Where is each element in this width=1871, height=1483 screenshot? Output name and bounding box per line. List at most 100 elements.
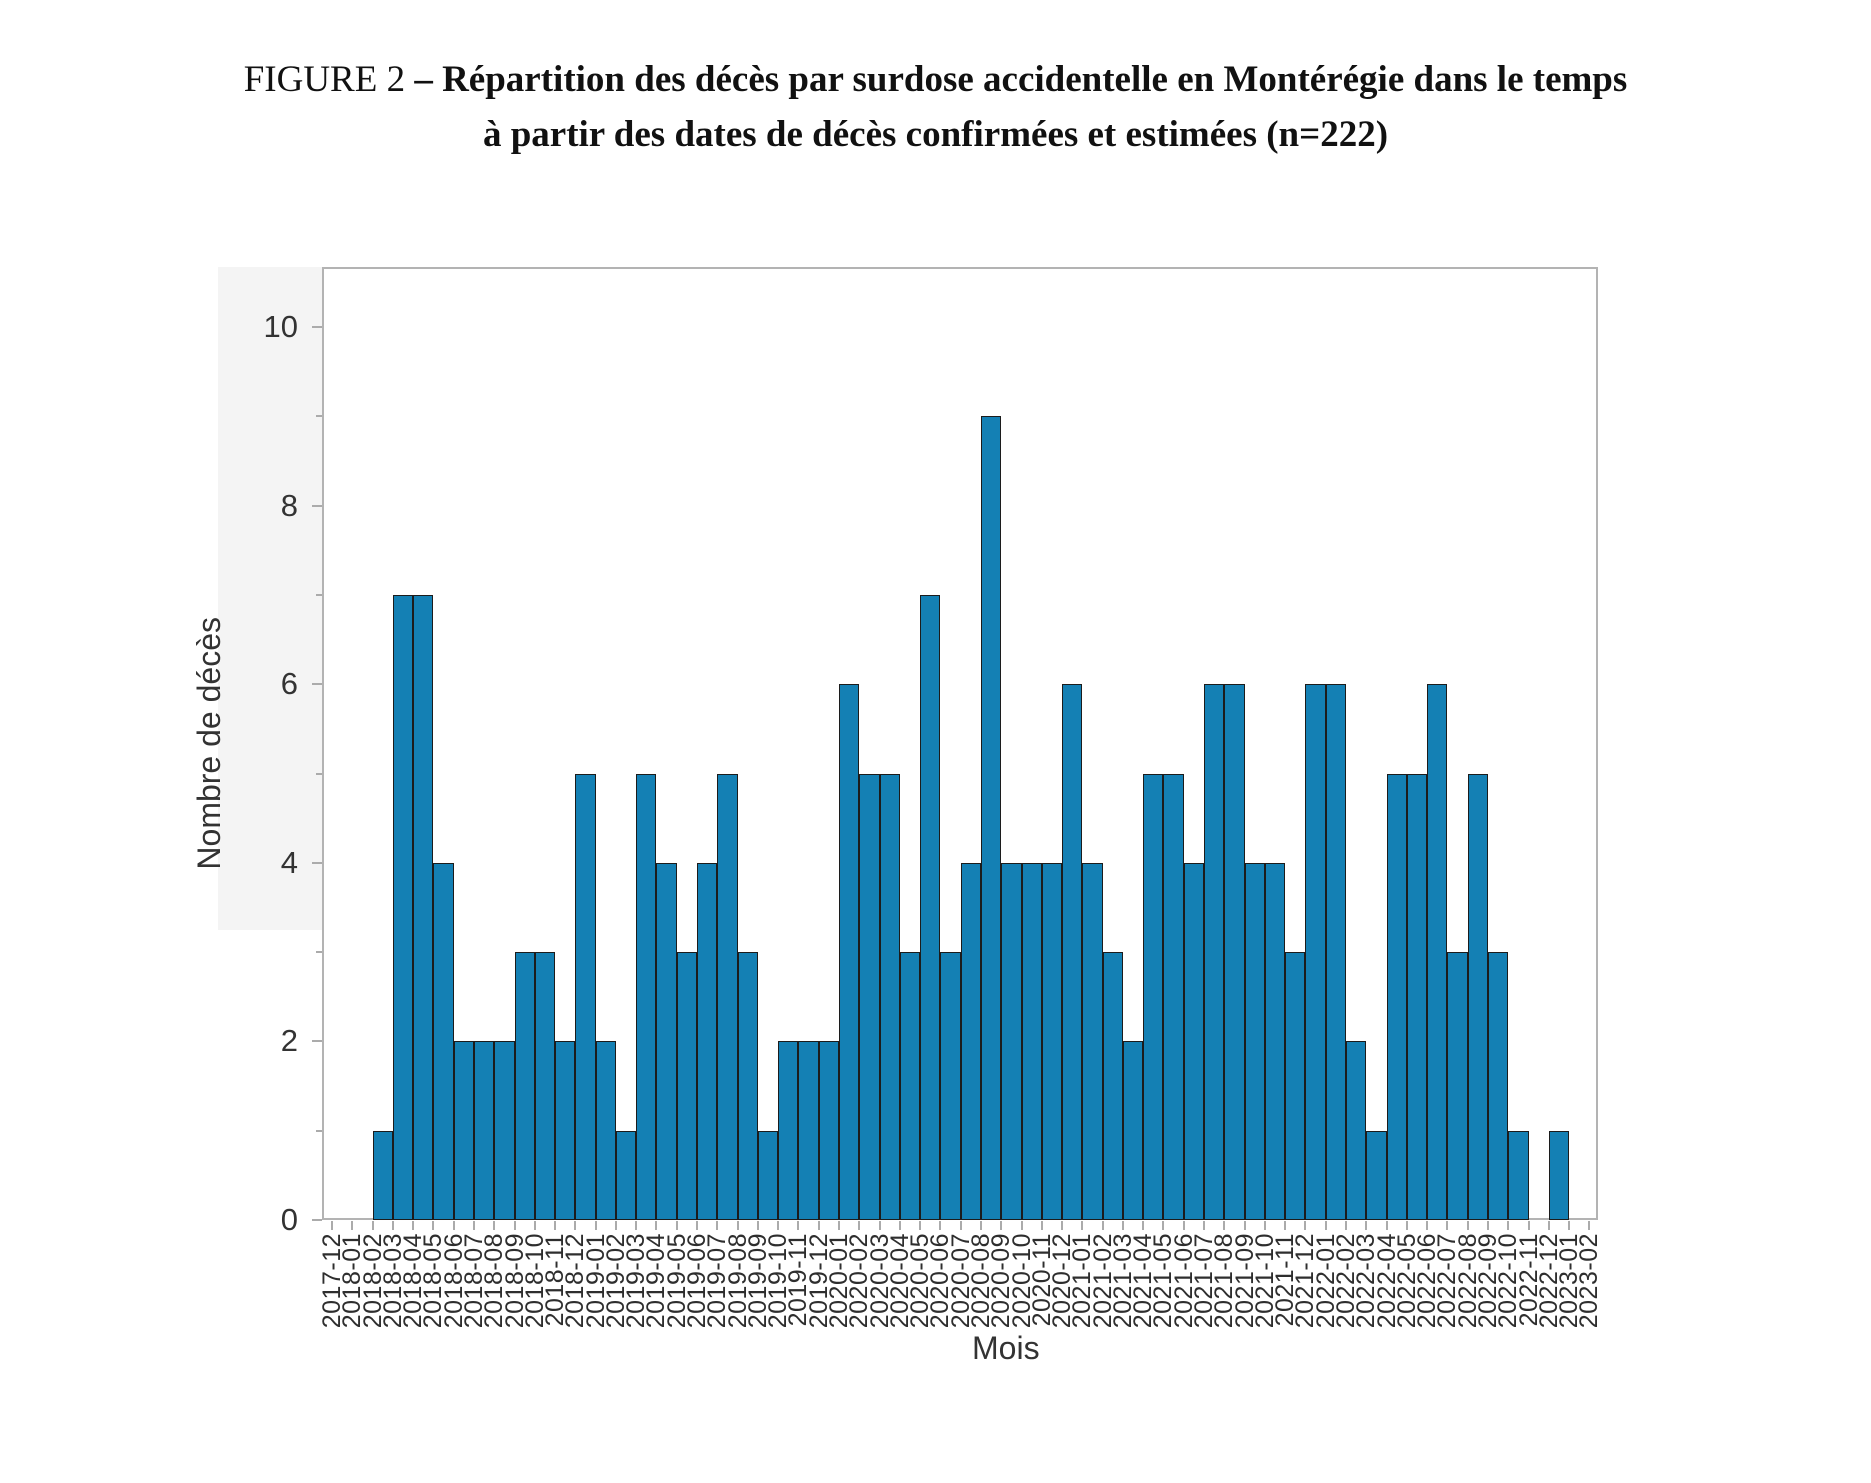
y-tick-label-10: 10 [263, 309, 298, 344]
figure-title-line1: FIGURE 2 – Répartition des décès par sur… [243, 59, 1628, 100]
x-tick-2018-07 [472, 1221, 475, 1230]
x-tick-2018-12 [574, 1221, 577, 1230]
bar-2019-11 [798, 1041, 819, 1220]
bar-2019-07 [717, 773, 738, 1220]
x-tick-2020-06 [939, 1221, 942, 1230]
y-minor-tick-1 [316, 1129, 322, 1132]
bar-2019-03 [636, 773, 657, 1220]
bar-2019-12 [818, 1041, 839, 1220]
x-tick-2020-02 [858, 1221, 861, 1230]
y-tick-label-2: 2 [280, 1023, 298, 1059]
y-tick-2 [312, 1040, 322, 1043]
bar-2018-11 [555, 1041, 576, 1220]
x-tick-2019-08 [736, 1221, 739, 1230]
x-tick-2017-12 [331, 1221, 333, 1230]
bar-2021-05 [1163, 773, 1184, 1220]
y-tick-8 [312, 504, 322, 507]
x-tick-2021-07 [1203, 1221, 1206, 1230]
bar-2020-08 [980, 416, 1002, 1220]
x-tick-2020-11 [1040, 1221, 1043, 1230]
bar-2020-07 [960, 862, 981, 1220]
y-tick-0 [312, 1219, 322, 1221]
x-tick-2018-11 [554, 1221, 557, 1230]
x-tick-2020-05 [919, 1221, 922, 1230]
x-tick-2020-08 [979, 1221, 982, 1230]
x-tick-2018-04 [412, 1221, 415, 1230]
x-tick-2018-03 [391, 1221, 394, 1230]
x-tick-2021-08 [1223, 1221, 1226, 1230]
x-tick-2019-11 [797, 1221, 800, 1230]
y-axis-title: Nombre de décès [191, 617, 227, 870]
x-tick-2020-10 [1020, 1221, 1023, 1230]
bar-2019-06 [697, 862, 718, 1220]
bar-2019-05 [676, 952, 698, 1220]
bar-2018-10 [534, 952, 556, 1220]
bar-2018-09 [514, 952, 535, 1220]
x-tick-2022-10 [1507, 1221, 1510, 1230]
bar-2020-09 [1001, 862, 1022, 1220]
bar-2020-01 [839, 684, 860, 1220]
x-tick-2018-05 [432, 1221, 435, 1230]
x-tick-2022-01 [1324, 1221, 1327, 1230]
y-minor-tick-7 [316, 593, 322, 596]
bar-2022-12 [1548, 1130, 1570, 1220]
bar-2020-03 [879, 773, 900, 1220]
bar-2020-11 [1041, 862, 1063, 1220]
y-axis-background-panel [218, 267, 322, 930]
x-tick-2022-06 [1426, 1221, 1429, 1230]
bar-2020-12 [1062, 684, 1083, 1220]
y-minor-tick-5 [316, 772, 322, 775]
x-tick-2019-06 [696, 1221, 699, 1230]
x-tick-2019-03 [635, 1221, 638, 1230]
y-minor-tick-3 [316, 951, 322, 954]
bar-2022-07 [1447, 952, 1468, 1220]
bar-2020-02 [859, 773, 880, 1220]
bar-2021-07 [1204, 684, 1225, 1220]
bar-2018-02 [372, 1130, 393, 1220]
bar-2022-01 [1325, 684, 1346, 1220]
x-axis-title: Mois [972, 1330, 1040, 1366]
x-tick-2022-04 [1385, 1221, 1388, 1230]
x-tick-2019-02 [614, 1221, 617, 1230]
figure-title-line2: à partir des dates de décès confirmées e… [482, 114, 1389, 155]
bar-2022-05 [1406, 773, 1428, 1220]
bar-2019-04 [656, 862, 677, 1220]
bar-2018-05 [433, 862, 454, 1220]
bar-2020-10 [1021, 862, 1042, 1220]
y-tick-10 [312, 326, 322, 328]
bar-2022-02 [1346, 1041, 1367, 1220]
x-tick-2023-02 [1588, 1221, 1591, 1230]
x-tick-2018-02 [371, 1221, 374, 1230]
bar-2018-04 [413, 594, 434, 1220]
bar-2022-10 [1508, 1130, 1529, 1220]
bar-2019-08 [737, 952, 758, 1220]
figure-title: FIGURE 2 – Répartition des décès par sur… [0, 52, 1871, 162]
x-tick-2021-03 [1121, 1221, 1124, 1230]
y-tick-label-8: 8 [280, 487, 298, 523]
bar-2021-04 [1143, 773, 1164, 1220]
y-tick-label-4: 4 [280, 844, 298, 880]
x-tick-2021-04 [1142, 1221, 1145, 1230]
x-tick-2021-12 [1304, 1221, 1307, 1230]
y-tick-label-0: 0 [280, 1202, 298, 1237]
x-tick-2021-10 [1263, 1221, 1266, 1230]
bar-2021-02 [1102, 952, 1123, 1220]
x-tick-2021-05 [1162, 1221, 1165, 1230]
x-tick-2022-03 [1365, 1221, 1368, 1230]
y-minor-tick-9 [316, 415, 322, 418]
x-tick-2019-05 [675, 1221, 678, 1230]
x-tick-2020-04 [898, 1221, 901, 1230]
bar-2020-06 [940, 952, 961, 1220]
x-tick-2021-01 [1081, 1221, 1084, 1230]
x-tick-2020-07 [959, 1221, 962, 1230]
x-tick-2019-09 [756, 1221, 759, 1230]
x-tick-2022-08 [1466, 1221, 1469, 1230]
bar-2020-04 [899, 952, 921, 1220]
bar-2021-10 [1264, 862, 1286, 1220]
x-tick-2018-09 [513, 1221, 516, 1230]
x-tick-2020-09 [1000, 1221, 1003, 1230]
y-tick-4 [312, 861, 322, 864]
bar-2022-08 [1467, 773, 1488, 1220]
x-tick-2019-10 [777, 1221, 780, 1230]
